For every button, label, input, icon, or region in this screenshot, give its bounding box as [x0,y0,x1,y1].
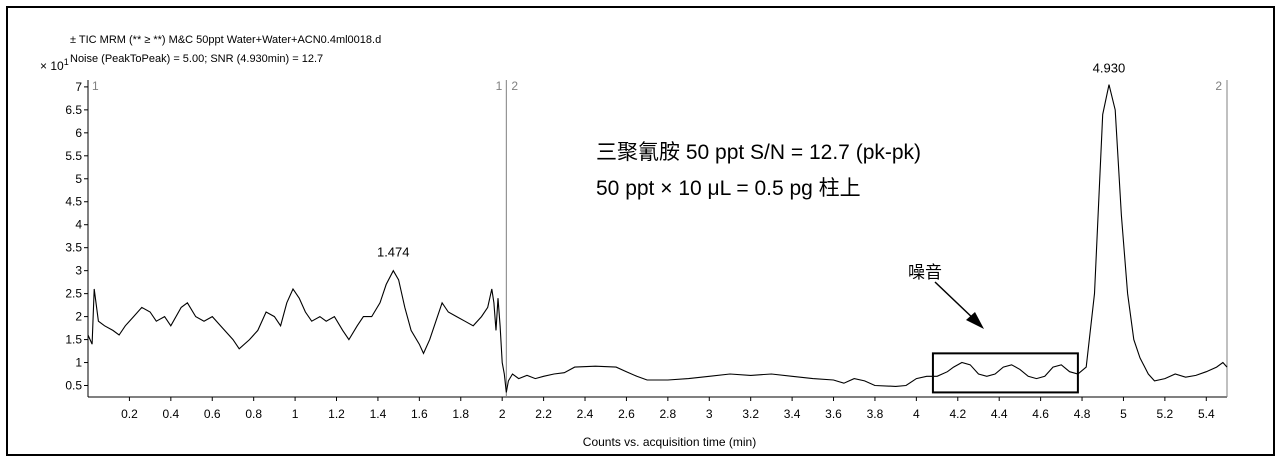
x-tick-label: 4 [913,407,920,421]
x-tick-label: 4.2 [949,407,966,421]
y-tick-label: 2 [75,310,82,324]
y-tick-label: 0.5 [65,379,82,393]
x-tick-label: 3.4 [784,407,801,421]
y-tick-label: 3.5 [65,241,82,255]
x-tick-label: 4.6 [1032,407,1049,421]
y-tick-label: 4.5 [65,195,82,209]
y-tick-label: 2.5 [65,287,82,301]
x-tick-label: 2.8 [660,407,677,421]
x-tick-label: 1 [292,407,299,421]
y-multiplier-base: × 10 [40,59,64,73]
x-tick-label: 1.6 [411,407,428,421]
x-tick-label: 1.4 [370,407,387,421]
x-tick-label: 2 [499,407,506,421]
x-tick-label: 3.8 [867,407,884,421]
x-tick-label: 4.8 [1074,407,1091,421]
x-tick-label: 3 [706,407,713,421]
annotation-title-line1: 三聚氰胺 50 ppt S/N = 12.7 (pk-pk) [596,141,922,164]
y-tick-label: 7 [75,80,82,94]
x-tick-label: 1.8 [452,407,469,421]
x-tick-label: 4.4 [991,407,1008,421]
x-tick-label: 5.4 [1198,407,1215,421]
chart-frame [6,6,1275,456]
y-tick-label: 6.5 [65,103,82,117]
y-multiplier: × 101 [40,57,69,73]
segment-label: 2 [1215,79,1222,93]
x-tick-label: 3.2 [742,407,759,421]
noise-label: 噪音 [908,263,942,282]
segment-label: 1 [92,79,99,93]
x-tick-label: 5.2 [1157,407,1174,421]
y-tick-label: 4 [75,218,82,232]
x-tick-label: 0.8 [245,407,262,421]
y-tick-label: 5.5 [65,149,82,163]
x-tick-label: 3.6 [825,407,842,421]
x-tick-label: 1.2 [328,407,345,421]
x-tick-label: 2.4 [577,407,594,421]
y-tick-label: 1.5 [65,333,82,347]
x-tick-label: 2.2 [535,407,552,421]
y-multiplier-exponent: 1 [63,57,69,67]
y-tick-label: 5 [75,172,82,186]
y-tick-label: 3 [75,264,82,278]
chart-header-line1: ± TIC MRM (** ≥ **) M&C 50ppt Water+Wate… [70,34,382,46]
segment-label: 2 [511,79,518,93]
noise-arrow-head [966,312,984,329]
chart-header-line2: Noise (PeakToPeak) = 5.00; SNR (4.930min… [70,53,324,65]
x-tick-label: 2.6 [618,407,635,421]
peak-label-1: 1.474 [377,245,410,260]
noise-arrow-line [934,281,978,323]
x-tick-label: 0.4 [162,407,179,421]
segment-label: 1 [496,79,503,93]
x-tick-label: 0.2 [121,407,138,421]
x-tick-label: 5 [1120,407,1127,421]
y-tick-label: 6 [75,126,82,140]
y-tick-label: 1 [75,356,82,370]
annotation-title-line2: 50 ppt × 10 μL = 0.5 pg 柱上 [596,177,861,200]
x-tick-label: 0.6 [204,407,221,421]
chromatogram-trace [87,84,1228,393]
peak-label-2: 4.930 [1093,61,1126,76]
noise-window-box [931,352,1079,394]
x-axis-label: Counts vs. acquisition time (min) [583,435,756,449]
